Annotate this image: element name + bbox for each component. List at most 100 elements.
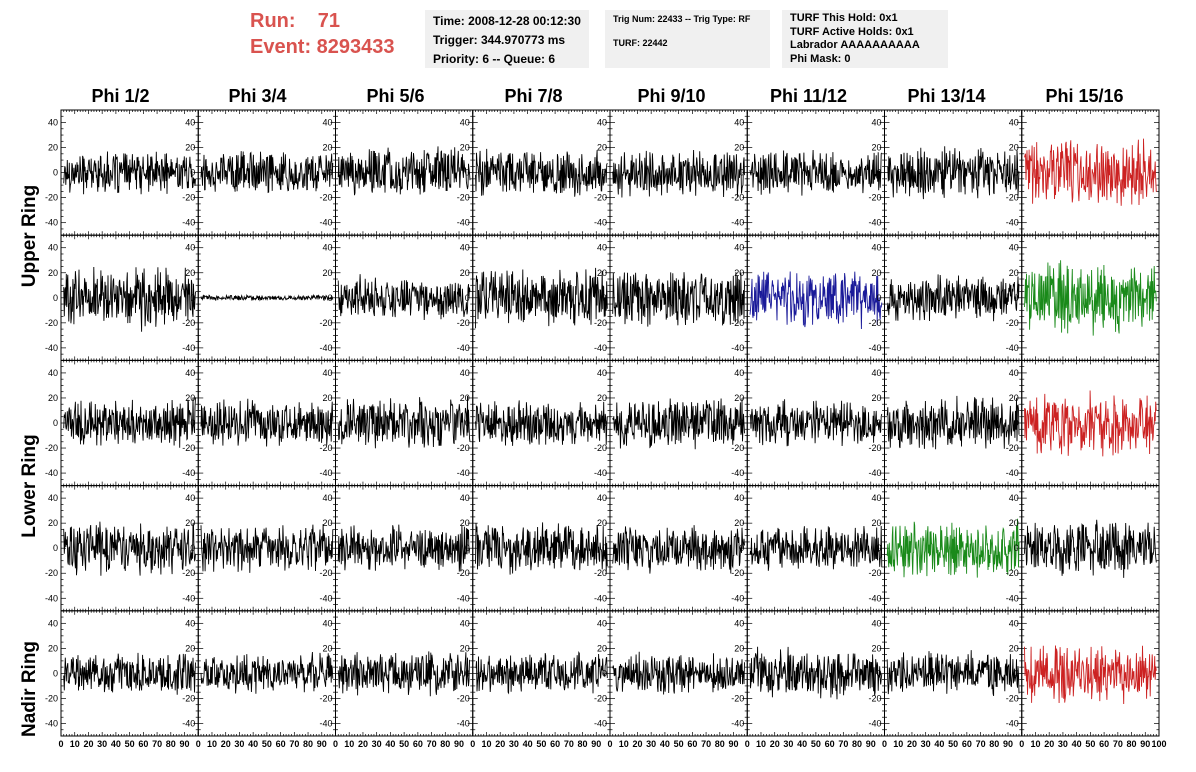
run-number: Run: 71 xyxy=(250,10,341,32)
waveform-r1-c5 xyxy=(749,271,883,330)
turf-active-text: TURF Active Holds: 0x1 xyxy=(790,25,914,38)
y-tick-label-left: 40 xyxy=(48,493,58,503)
turf-info-box: TURF This Hold: 0x1 TURF Active Holds: 0… xyxy=(782,10,948,68)
time-text: Time: 2008-12-28 00:12:30 xyxy=(433,14,581,28)
y-tick-label: -40 xyxy=(868,343,881,353)
waveform-r0-c7 xyxy=(1024,138,1157,206)
y-tick-label: 40 xyxy=(597,368,607,378)
y-tick-label: 0 xyxy=(327,168,332,178)
waveform-r0-c1 xyxy=(200,151,334,194)
y-tick-label: 40 xyxy=(597,243,607,253)
y-tick-label: 40 xyxy=(871,243,881,253)
y-tick-label-left: -20 xyxy=(45,568,58,578)
column-header-phi-1-2: Phi 1/2 xyxy=(91,86,150,106)
y-tick-label-left: -20 xyxy=(45,193,58,203)
column-header-phi-7-8: Phi 7/8 xyxy=(504,86,563,106)
y-tick-label: -40 xyxy=(731,593,744,603)
y-tick-label: 20 xyxy=(322,143,332,153)
y-tick-label: -40 xyxy=(182,468,195,478)
y-tick-label: 40 xyxy=(1009,118,1019,128)
y-tick-label: 40 xyxy=(734,243,744,253)
y-tick-label: 0 xyxy=(876,418,881,428)
y-tick-label: -20 xyxy=(457,193,470,203)
y-tick-label-left: 0 xyxy=(53,168,58,178)
y-tick-label: 0 xyxy=(1014,543,1019,553)
waveform-r3-c6 xyxy=(886,518,1020,578)
waveform-r2-c3 xyxy=(475,400,608,446)
y-tick-label: 40 xyxy=(734,118,744,128)
y-tick-label: -40 xyxy=(868,468,881,478)
y-tick-label: -40 xyxy=(731,218,744,228)
waveform-r2-c5 xyxy=(749,399,883,447)
y-tick-label: -20 xyxy=(731,443,744,453)
y-tick-label: 20 xyxy=(1009,518,1019,528)
y-tick-label: 0 xyxy=(190,168,195,178)
y-tick-label: -20 xyxy=(319,568,332,578)
y-tick-label: -40 xyxy=(319,468,332,478)
y-tick-label: 40 xyxy=(460,493,470,503)
waveform-r3-c1 xyxy=(200,524,334,573)
y-tick-label: -20 xyxy=(182,443,195,453)
y-tick-label: -40 xyxy=(319,593,332,603)
waveform-r3-c7 xyxy=(1024,519,1157,578)
y-tick-label-left: -40 xyxy=(45,593,58,603)
y-tick-label: -40 xyxy=(182,343,195,353)
y-tick-label-left: 20 xyxy=(48,393,58,403)
waveform-r1-c3 xyxy=(475,267,608,329)
y-tick-label: -20 xyxy=(731,568,744,578)
waveform-r0-c4 xyxy=(612,149,745,198)
y-tick-label: 20 xyxy=(597,268,607,278)
y-tick-label: 40 xyxy=(871,118,881,128)
y-tick-label: -20 xyxy=(731,193,744,203)
y-tick-label: -20 xyxy=(868,318,881,328)
trigger-text: Trigger: 344.970773 ms xyxy=(433,33,566,47)
phi-mask-text: Phi Mask: 0 xyxy=(790,52,851,65)
waveform-r1-c7 xyxy=(1024,260,1157,336)
y-tick-label: 20 xyxy=(185,268,195,278)
priority-text: Priority: 6 -- Queue: 6 xyxy=(433,52,556,66)
column-header-phi-11-12: Phi 11/12 xyxy=(769,86,848,106)
y-tick-label: 0 xyxy=(602,418,607,428)
y-tick-label: 20 xyxy=(185,143,195,153)
waveform-r3-c2 xyxy=(337,524,471,572)
y-tick-label: 0 xyxy=(465,543,470,553)
y-tick-label: 0 xyxy=(1014,418,1019,428)
trig-info-box: Trig Num: 22433 -- Trig Type: RF TURF: 2… xyxy=(605,10,770,68)
y-tick-label: -40 xyxy=(1006,343,1019,353)
y-tick-label: -40 xyxy=(868,218,881,228)
waveform-r1-c1 xyxy=(200,293,334,302)
y-tick-label: 40 xyxy=(185,118,195,128)
y-tick-label: 20 xyxy=(597,518,607,528)
y-tick-label: 20 xyxy=(185,393,195,403)
y-tick-label-left: 0 xyxy=(53,418,58,428)
y-tick-label: 20 xyxy=(1009,393,1019,403)
y-tick-label: 0 xyxy=(876,543,881,553)
y-tick-label-left: 40 xyxy=(48,118,58,128)
y-tick-label-left: -40 xyxy=(45,468,58,478)
y-tick-label: 0 xyxy=(465,168,470,178)
y-tick-label: 40 xyxy=(185,368,195,378)
y-tick-label: 40 xyxy=(185,493,195,503)
y-tick-label: 0 xyxy=(190,418,195,428)
y-tick-label: -40 xyxy=(731,468,744,478)
y-tick-label: 20 xyxy=(734,393,744,403)
y-tick-label: -40 xyxy=(731,343,744,353)
y-tick-label: 20 xyxy=(1009,143,1019,153)
y-tick-label: 0 xyxy=(602,168,607,178)
y-tick-label: -40 xyxy=(319,218,332,228)
waveform-r1-c6 xyxy=(886,274,1020,322)
column-header-phi-13-14: Phi 13/14 xyxy=(907,86,986,106)
waveform-r2-c4 xyxy=(612,398,745,450)
column-header-phi-3-4: Phi 3/4 xyxy=(228,86,287,106)
waveform-r2-c1 xyxy=(200,398,334,447)
y-tick-label: 0 xyxy=(327,293,332,303)
time-info-box: Time: 2008-12-28 00:12:30 Trigger: 344.9… xyxy=(425,10,589,68)
y-tick-label: 0 xyxy=(876,168,881,178)
y-tick-label: 40 xyxy=(734,493,744,503)
y-tick-label: 40 xyxy=(1009,368,1019,378)
turf-text: TURF: 22442 xyxy=(613,38,668,48)
y-tick-label: 20 xyxy=(734,143,744,153)
y-tick-label: 20 xyxy=(871,518,881,528)
y-tick-label: -20 xyxy=(182,568,195,578)
